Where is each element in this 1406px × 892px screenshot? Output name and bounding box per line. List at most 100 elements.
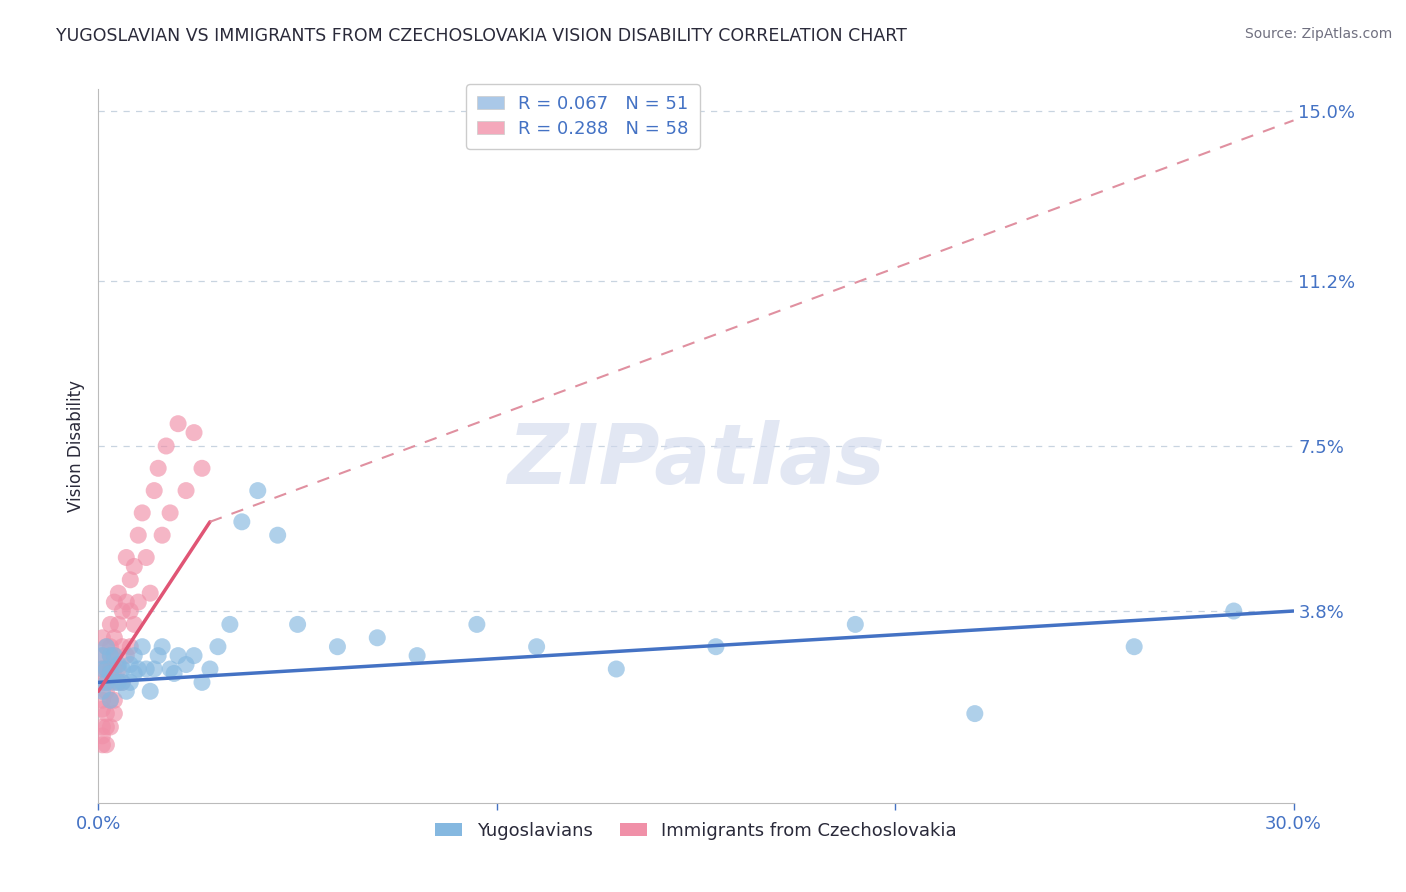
Text: Source: ZipAtlas.com: Source: ZipAtlas.com <box>1244 27 1392 41</box>
Point <box>96 720 118 734</box>
Point <box>120 604 142 618</box>
Point <box>150 640 173 654</box>
Point <box>139 684 162 698</box>
Point <box>198 662 221 676</box>
Point <box>103 631 125 645</box>
Point <box>96 662 118 676</box>
Point <box>148 648 170 663</box>
Text: YUGOSLAVIAN VS IMMIGRANTS FROM CZECHOSLOVAKIA VISION DISABILITY CORRELATION CHAR: YUGOSLAVIAN VS IMMIGRANTS FROM CZECHOSLO… <box>56 27 907 45</box>
Point <box>124 559 146 574</box>
Point <box>150 528 173 542</box>
Point <box>107 675 129 690</box>
Point <box>103 662 125 676</box>
Y-axis label: Vision Disability: Vision Disability <box>66 380 84 512</box>
Point <box>183 648 205 663</box>
Point <box>163 666 186 681</box>
Point <box>127 528 149 542</box>
Point <box>963 706 986 721</box>
Point <box>183 425 205 440</box>
Point <box>111 640 134 654</box>
Point <box>1123 640 1146 654</box>
Point <box>91 675 114 690</box>
Point <box>115 648 138 663</box>
Point <box>107 675 129 690</box>
Point <box>326 640 349 654</box>
Point <box>526 640 548 654</box>
Point <box>96 675 118 690</box>
Point <box>91 720 114 734</box>
Point <box>167 417 190 431</box>
Point <box>96 662 118 676</box>
Point <box>103 648 125 663</box>
Point <box>124 648 146 663</box>
Point <box>124 617 146 632</box>
Point <box>98 640 122 654</box>
Point <box>124 666 146 681</box>
Point <box>139 586 162 600</box>
Point <box>91 702 114 716</box>
Point <box>159 506 181 520</box>
Point <box>91 648 114 663</box>
Point <box>704 640 727 654</box>
Point <box>111 675 134 690</box>
Point <box>91 684 114 698</box>
Point <box>143 662 166 676</box>
Point <box>246 483 269 498</box>
Point <box>115 550 138 565</box>
Point <box>120 573 142 587</box>
Point <box>219 617 242 632</box>
Point <box>107 586 129 600</box>
Point <box>207 640 229 654</box>
Point <box>406 648 429 663</box>
Point <box>107 657 129 672</box>
Point <box>131 506 153 520</box>
Point <box>111 675 134 690</box>
Point <box>155 439 177 453</box>
Point <box>98 720 122 734</box>
Point <box>127 662 149 676</box>
Point <box>174 483 197 498</box>
Point <box>91 648 114 663</box>
Point <box>135 662 157 676</box>
Point <box>103 648 125 663</box>
Point <box>91 729 114 743</box>
Point <box>127 595 149 609</box>
Point <box>131 640 153 654</box>
Point <box>167 648 190 663</box>
Point <box>191 675 214 690</box>
Point <box>111 662 134 676</box>
Point <box>844 617 866 632</box>
Point <box>98 662 122 676</box>
Point <box>98 693 122 707</box>
Point <box>91 631 114 645</box>
Point <box>103 595 125 609</box>
Point <box>98 617 122 632</box>
Point <box>91 662 114 676</box>
Point <box>465 617 488 632</box>
Point <box>91 662 114 676</box>
Point <box>267 528 290 542</box>
Legend: Yugoslavians, Immigrants from Czechoslovakia: Yugoslavians, Immigrants from Czechoslov… <box>427 815 965 847</box>
Point <box>96 738 118 752</box>
Point <box>98 693 122 707</box>
Point <box>135 550 157 565</box>
Point <box>91 738 114 752</box>
Point <box>120 657 142 672</box>
Point <box>120 640 142 654</box>
Point <box>143 483 166 498</box>
Point <box>103 675 125 690</box>
Point <box>98 648 122 663</box>
Point <box>1223 604 1246 618</box>
Point <box>287 617 309 632</box>
Point <box>103 706 125 721</box>
Point <box>103 693 125 707</box>
Point <box>98 666 122 681</box>
Point <box>159 662 181 676</box>
Point <box>174 657 197 672</box>
Point <box>115 684 138 698</box>
Point <box>96 706 118 721</box>
Point <box>120 675 142 690</box>
Point <box>605 662 627 676</box>
Point <box>366 631 388 645</box>
Point <box>96 675 118 690</box>
